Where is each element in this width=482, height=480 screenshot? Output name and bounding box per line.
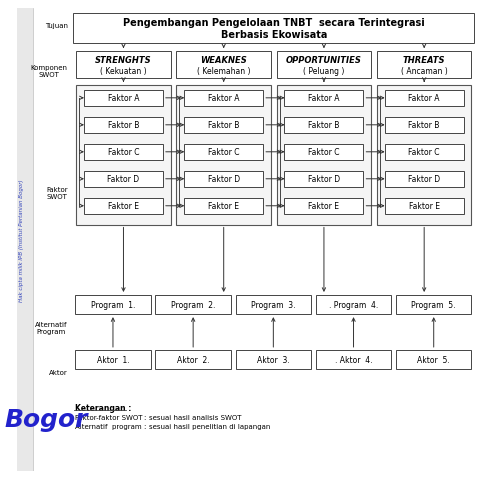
Text: WEAKNES: WEAKNES [201,56,247,65]
Bar [156,350,231,370]
Text: Faktor B: Faktor B [408,121,440,130]
Text: Faktor C: Faktor C [208,148,240,157]
Text: Faktor A: Faktor A [208,94,240,103]
Bar [284,90,363,107]
Text: Faktor-faktor SWOT: Faktor-faktor SWOT [75,414,143,420]
Text: ( Kekuatan ): ( Kekuatan ) [100,67,147,76]
Text: Alternatif
Program: Alternatif Program [35,321,67,334]
Text: Aktor  5.: Aktor 5. [417,355,450,364]
Bar [385,171,464,188]
Text: OPPORTUNITIES: OPPORTUNITIES [286,56,362,65]
Text: Aktor  2.: Aktor 2. [177,355,210,364]
Bar [156,295,231,314]
Bar [396,295,471,314]
Text: STRENGHTS: STRENGHTS [95,56,152,65]
Text: Faktor E: Faktor E [409,202,440,211]
Text: Aktor  3.: Aktor 3. [257,355,290,364]
Text: Tujuan: Tujuan [44,23,67,29]
Text: Faktor A: Faktor A [308,94,340,103]
Bar [385,118,464,134]
Text: Faktor E: Faktor E [108,202,139,211]
Text: Faktor C: Faktor C [408,148,440,157]
Text: sesuai hasil analisis SWOT: sesuai hasil analisis SWOT [148,414,241,420]
Bar [176,85,271,225]
Text: Faktor D: Faktor D [408,175,440,184]
Text: Bogor: Bogor [5,407,88,431]
Text: Faktor
SWOT: Faktor SWOT [46,187,67,200]
Text: ( Ancaman ): ( Ancaman ) [401,67,448,76]
Text: ( Peluang ): ( Peluang ) [303,67,345,76]
Bar [236,295,311,314]
Bar [316,295,391,314]
Text: sesuai hasil penelitian di lapangan: sesuai hasil penelitian di lapangan [148,423,270,429]
Text: Faktor E: Faktor E [308,202,339,211]
Text: Faktor B: Faktor B [208,121,240,130]
Text: ( Kelemahan ): ( Kelemahan ) [197,67,251,76]
Text: Keterangan :: Keterangan : [75,403,132,412]
Text: Faktor C: Faktor C [107,148,139,157]
Text: Faktor B: Faktor B [108,121,139,130]
Bar [284,171,363,188]
Text: Program  1.: Program 1. [91,300,135,310]
Text: Faktor A: Faktor A [107,94,139,103]
Text: Aktor: Aktor [49,370,67,375]
Text: . Program  4.: . Program 4. [329,300,378,310]
Bar [75,295,151,314]
Bar [396,350,471,370]
Text: Faktor E: Faktor E [208,202,239,211]
Bar [236,350,311,370]
Text: Komponen
SWOT: Komponen SWOT [30,64,67,77]
Text: THREATS: THREATS [403,56,445,65]
Bar [385,144,464,161]
Text: Program  3.: Program 3. [251,300,295,310]
Bar [184,144,263,161]
Bar [84,118,163,134]
Bar [277,85,371,225]
Bar [184,198,263,215]
Text: :: : [143,414,145,420]
Bar [377,52,471,79]
Bar [184,171,263,188]
Bar [377,85,471,225]
Text: Pengembangan Pengelolaan TNBT  secara Terintegrasi: Pengembangan Pengelolaan TNBT secara Ter… [123,18,425,28]
Bar [284,118,363,134]
Bar [76,85,171,225]
Bar [176,52,271,79]
Bar [385,198,464,215]
Text: Hak cipta milik IPB (Institut Pertanian Bogor): Hak cipta milik IPB (Institut Pertanian … [19,179,24,301]
Text: :: : [143,423,145,429]
Text: Faktor D: Faktor D [107,175,139,184]
Bar [184,118,263,134]
Bar [184,90,263,107]
Bar [385,90,464,107]
Text: Program  5.: Program 5. [412,300,456,310]
Bar [17,9,33,471]
Text: Alternatif  program: Alternatif program [75,423,142,429]
Text: Faktor C: Faktor C [308,148,340,157]
Bar [284,144,363,161]
Bar [75,350,151,370]
Text: Faktor D: Faktor D [308,175,340,184]
Bar [73,13,474,44]
Bar [277,52,371,79]
Bar [84,198,163,215]
Bar [84,144,163,161]
Text: Aktor  1.: Aktor 1. [97,355,129,364]
Text: Berbasis Ekowisata: Berbasis Ekowisata [221,30,327,40]
Text: Faktor B: Faktor B [308,121,340,130]
Text: Faktor A: Faktor A [408,94,440,103]
Text: . Aktor  4.: . Aktor 4. [335,355,372,364]
Bar [76,52,171,79]
Bar [84,90,163,107]
Text: Program  2.: Program 2. [171,300,215,310]
Bar [84,171,163,188]
Bar [316,350,391,370]
Text: Faktor D: Faktor D [208,175,240,184]
Bar [284,198,363,215]
